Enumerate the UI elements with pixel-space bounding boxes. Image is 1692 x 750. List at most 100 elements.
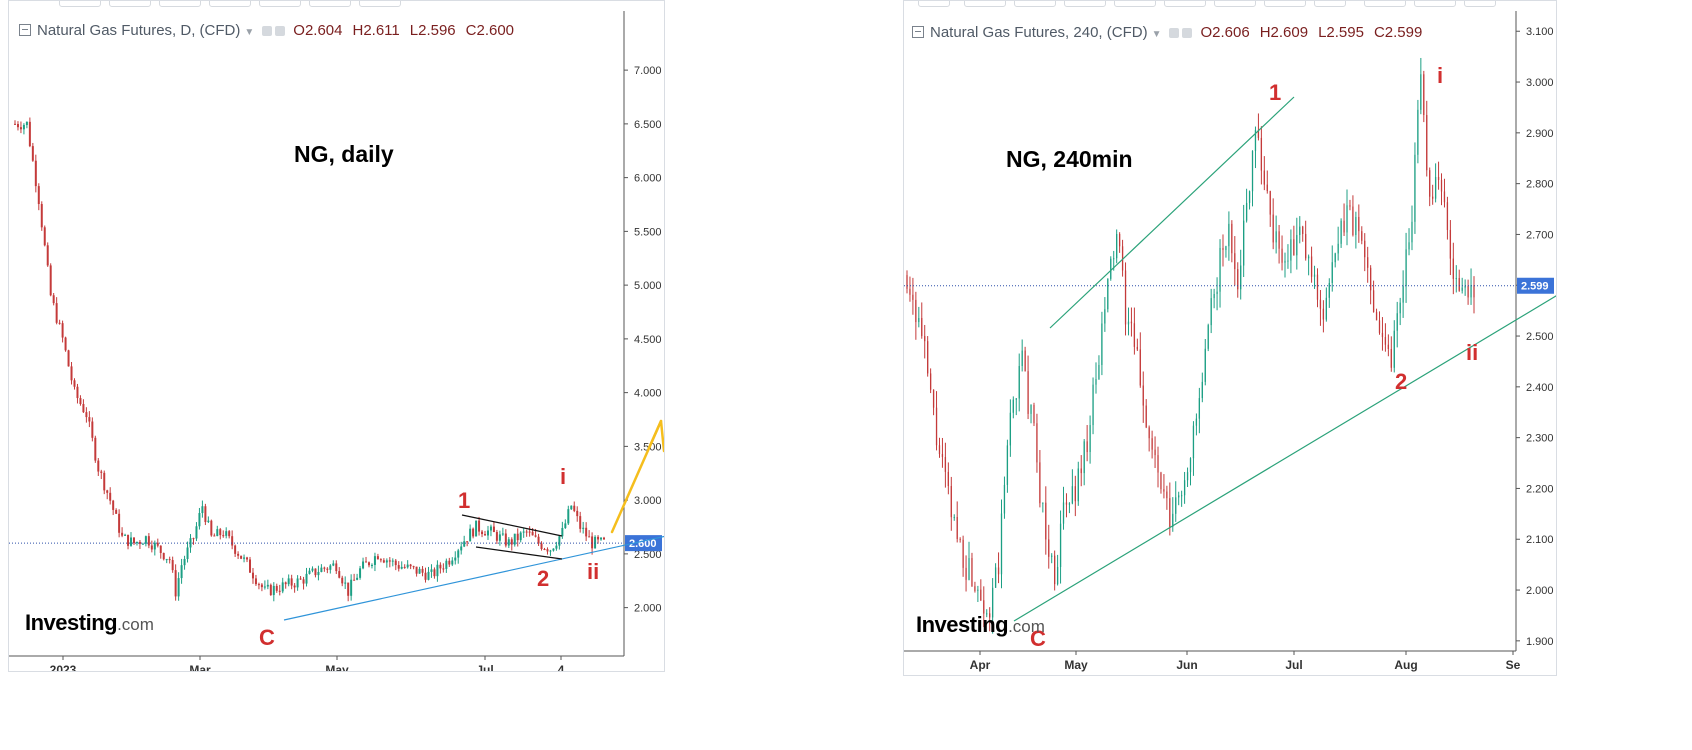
candle-body: [1042, 502, 1044, 504]
y-tick-label: 2.400: [1526, 382, 1554, 394]
candle-body: [1446, 202, 1449, 230]
candle-body: [956, 517, 958, 539]
candle-body: [1432, 196, 1434, 199]
candle-body: [977, 589, 979, 591]
candle-body: [1284, 260, 1286, 263]
candle-body: [457, 550, 460, 558]
flag-lower-line: [475, 546, 563, 560]
candle-body: [947, 471, 949, 487]
candle-body: [1071, 486, 1074, 504]
candle-body: [88, 417, 91, 422]
candle-body: [180, 565, 183, 579]
candle-body: [1166, 491, 1168, 499]
x-tick-label: Jul: [1285, 658, 1302, 672]
candle-body: [567, 509, 570, 524]
symbol-legend[interactable]: Natural Gas Futures, 240, (CFD) ▼ O2.606 H2…: [912, 24, 1432, 41]
chart-panel-daily: Natural Gas Futures, D, (CFD) ▼ O2.604 H2.6…: [8, 0, 665, 672]
candle-body: [147, 536, 150, 546]
candle-body: [359, 568, 362, 578]
candle-body: [1358, 216, 1360, 232]
candle-body: [950, 486, 952, 518]
candle-body: [1092, 384, 1094, 426]
candle-body: [540, 543, 543, 550]
candle-body: [555, 545, 558, 549]
candle-body: [466, 541, 469, 543]
chevron-down-icon[interactable]: ▼: [244, 27, 255, 38]
candle-body: [1405, 249, 1407, 287]
candle-body: [600, 537, 603, 540]
candle-body: [1290, 239, 1292, 261]
candle-body: [1089, 425, 1091, 453]
y-tick-label: 5.500: [634, 226, 662, 238]
eye-icon[interactable]: [1169, 28, 1180, 38]
x-tick-label: Apr: [970, 658, 991, 672]
candle-body: [412, 566, 415, 568]
candle-body: [1278, 231, 1280, 249]
candle-body: [1198, 398, 1201, 419]
candlestick-chart[interactable]: 1.9002.0002.1002.2002.3002.4002.5002.600…: [904, 1, 1556, 675]
x-tick-label: 2023: [50, 663, 77, 671]
chart-title: NG, 240min: [1006, 146, 1133, 172]
candle-body: [1003, 484, 1006, 514]
candle-body: [326, 568, 329, 570]
candle-body: [1443, 191, 1446, 203]
candle-body: [1408, 242, 1410, 250]
collapse-icon[interactable]: [912, 26, 924, 38]
candle-body: [1107, 278, 1109, 310]
candle-body: [284, 582, 287, 585]
candle-body: [953, 517, 955, 519]
candle-body: [305, 573, 308, 584]
eye-icon[interactable]: [262, 26, 273, 36]
candle-body: [61, 323, 64, 338]
candle-body: [454, 557, 457, 561]
candle-body: [76, 386, 79, 399]
candle-body: [591, 536, 594, 549]
candle-body: [225, 531, 228, 536]
candle-body: [1222, 247, 1224, 251]
candle-body: [195, 526, 198, 539]
candle-body: [516, 533, 519, 541]
candle-body: [603, 537, 605, 540]
candle-body: [94, 437, 97, 461]
settings-icon[interactable]: [1182, 28, 1193, 38]
candle-body: [1423, 74, 1425, 116]
candle-body: [135, 541, 138, 544]
y-tick-label: 2.000: [1526, 585, 1554, 597]
candlestick-chart[interactable]: 2.000 2.500 3.000 3.500 4.000 4.500 5.000 5.500…: [9, 1, 664, 671]
candle-body: [1237, 269, 1239, 290]
candle-body: [492, 526, 495, 533]
candle-body: [373, 556, 376, 565]
chevron-down-icon[interactable]: ▼: [1151, 29, 1162, 40]
candle-body: [924, 336, 926, 342]
candle-body: [558, 536, 561, 546]
y-tick-label: 6.000: [634, 173, 662, 185]
y-tick-label: 7.000: [634, 65, 662, 77]
price-tag-bg: [1517, 277, 1554, 294]
candle-body: [927, 341, 929, 374]
candle-body: [177, 578, 180, 597]
candle-body: [19, 127, 22, 130]
candle-body: [1375, 312, 1378, 321]
candle-body: [1420, 74, 1422, 110]
wave-label-1: 1: [458, 488, 470, 513]
collapse-icon[interactable]: [19, 24, 31, 36]
candle-body: [1307, 256, 1310, 259]
candle-body: [1195, 418, 1198, 426]
candle-body: [222, 535, 225, 537]
candle-body: [1364, 240, 1366, 258]
candle-body: [1148, 427, 1150, 439]
y-tick-label: 3.000: [1526, 77, 1554, 89]
settings-icon[interactable]: [275, 26, 286, 36]
candle-body: [43, 227, 46, 246]
candle-body: [1349, 205, 1351, 207]
close-value: C2.600: [465, 22, 515, 39]
candle-body: [906, 275, 908, 289]
y-tick-label: 1.900: [1526, 636, 1554, 648]
candle-body: [141, 543, 144, 545]
candle-body: [198, 513, 201, 527]
candle-body: [1417, 109, 1419, 155]
candle-body: [1334, 253, 1336, 263]
symbol-legend[interactable]: Natural Gas Futures, D, (CFD) ▼ O2.604 H2.6…: [19, 22, 524, 39]
candle-body: [376, 556, 379, 560]
candle-body: [1367, 257, 1369, 268]
